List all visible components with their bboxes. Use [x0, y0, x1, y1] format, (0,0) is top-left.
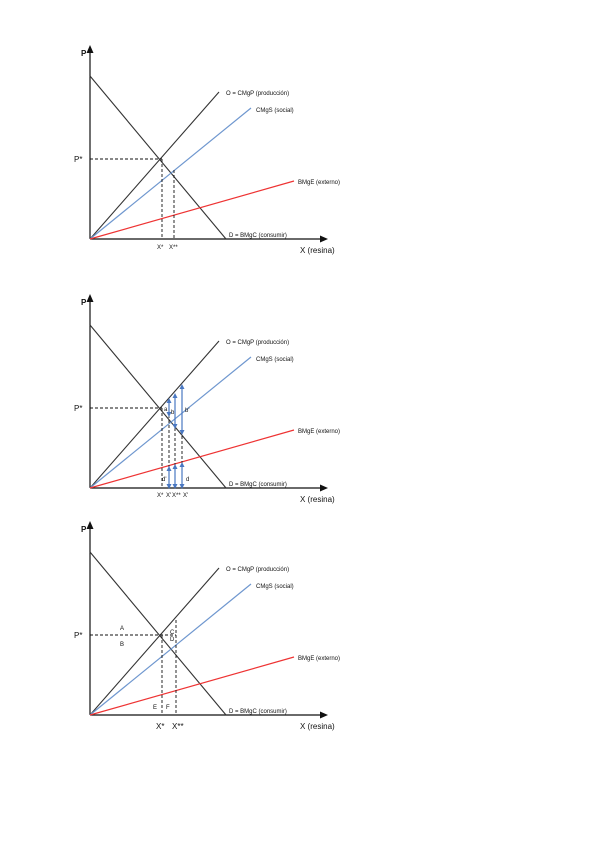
external-benefit-curve [89, 429, 295, 489]
diagram-1: P P* O = CMgP (producción) CMgS (social)… [74, 45, 340, 255]
social-cost-curve [89, 356, 252, 489]
x-prime2-label: X' [183, 493, 188, 499]
social-label: CMgS (social) [256, 357, 294, 363]
external-label: BMgE (externo) [298, 180, 340, 186]
social-cost-curve [89, 583, 252, 716]
area-b-label: B [120, 642, 124, 648]
x-star2-label: X** [172, 722, 184, 731]
seg-d-label: d [186, 477, 189, 483]
supply-curve [89, 91, 220, 240]
y-axis-label: P [81, 49, 87, 58]
arrow-d-head-down [172, 484, 178, 489]
supply-label: O = CMgP (producción) [226, 567, 289, 573]
demand-label: D = BMgC (consumir) [229, 482, 287, 488]
x-star2-label: X** [172, 493, 181, 499]
demand-curve [89, 324, 227, 489]
arrow-a-head-up [166, 398, 172, 403]
arrow-d-head-up [172, 464, 178, 469]
p-star-label: P* [74, 404, 82, 413]
p-star-label: P* [74, 631, 82, 640]
area-e-label: E [153, 705, 157, 711]
area-a-label: A [120, 626, 124, 632]
y-axis-label: P [81, 298, 87, 307]
y-axis-arrow-icon [86, 521, 94, 529]
external-label: BMgE (externo) [298, 656, 340, 662]
y-axis-label: P [81, 525, 87, 534]
seg-b2-label: b' [185, 408, 189, 414]
arrow-d3-head-up [179, 462, 185, 467]
x-star-label: X* [156, 722, 164, 731]
area-c-label: C [170, 630, 175, 636]
supply-curve [89, 567, 220, 716]
external-label: BMgE (externo) [298, 429, 340, 435]
external-benefit-curve [89, 656, 295, 716]
x-axis-label: X (resina) [300, 495, 335, 504]
demand-label: D = BMgC (consumir) [229, 233, 287, 239]
arrow-b-head-up [172, 393, 178, 398]
diagram-2: a b b' d' d P P* O = CMgP (producción) C… [74, 294, 340, 504]
x-axis-arrow-icon [320, 711, 328, 719]
seg-b-label: b [171, 410, 175, 416]
x-axis-label: X (resina) [300, 246, 335, 255]
area-f-label: F [166, 705, 170, 711]
arrow-a-head-down [166, 412, 172, 417]
p-star-label: P* [74, 155, 82, 164]
supply-label: O = CMgP (producción) [226, 340, 289, 346]
demand-curve [89, 551, 227, 716]
arrow-d2-head-up [166, 466, 172, 471]
arrow-d3-head-down [179, 484, 185, 489]
x-axis-arrow-icon [320, 484, 328, 492]
arrow-b-head-down [172, 424, 178, 429]
social-cost-curve [89, 107, 252, 240]
social-label: CMgS (social) [256, 584, 294, 590]
y-axis-arrow-icon [86, 294, 94, 302]
external-benefit-curve [89, 180, 295, 240]
segment-arrows [166, 384, 185, 489]
x-star-label: X* [157, 245, 164, 251]
arrow-b2-head-up [179, 384, 185, 389]
seg-a-label: a [164, 407, 168, 413]
demand-label: D = BMgC (consumir) [229, 709, 287, 715]
area-d-label: D [170, 637, 175, 643]
seg-d2-label: d' [162, 477, 166, 483]
arrow-b2-head-down [179, 430, 185, 435]
x-axis-arrow-icon [320, 235, 328, 243]
diagram-3: A B C D E F P P* O = CMgP (producción) C… [74, 521, 340, 731]
x-prime-label: X' [166, 493, 171, 499]
y-axis-arrow-icon [86, 45, 94, 53]
x-star2-label: X** [169, 245, 178, 251]
x-star-label: X* [157, 493, 164, 499]
demand-curve [89, 75, 227, 240]
supply-label: O = CMgP (producción) [226, 91, 289, 97]
x-axis-label: X (resina) [300, 722, 335, 731]
social-label: CMgS (social) [256, 108, 294, 114]
supply-curve [89, 340, 220, 489]
arrow-d2-head-down [166, 484, 172, 489]
